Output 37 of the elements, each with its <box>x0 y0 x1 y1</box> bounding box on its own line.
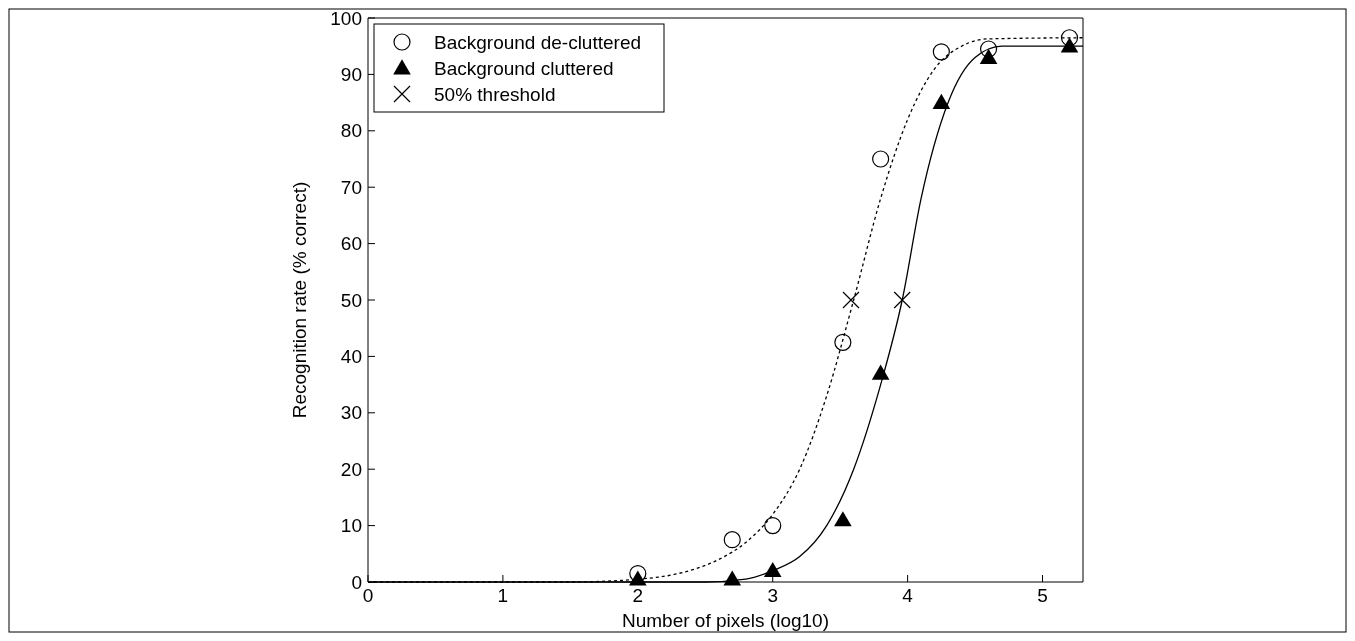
y-axis-title: Recognition rate (% correct) <box>289 181 310 419</box>
point <box>723 570 742 586</box>
x-tick-label: 3 <box>767 585 779 606</box>
point <box>629 570 647 586</box>
y-tick-label: 80 <box>340 120 362 142</box>
y-tick-label: 60 <box>340 233 362 255</box>
point <box>932 93 951 109</box>
point <box>842 291 860 309</box>
x-axis-title: Number of pixels (log10) <box>622 610 829 631</box>
point <box>893 291 911 309</box>
point <box>932 43 950 61</box>
legend-label: 50% threshold <box>434 83 556 105</box>
y-tick-label: 50 <box>340 289 362 311</box>
y-tick-label: 70 <box>340 176 362 198</box>
point <box>763 561 782 578</box>
point <box>979 40 998 58</box>
point <box>834 511 852 527</box>
y-tick-label: 20 <box>340 458 362 480</box>
legend-label: Background cluttered <box>434 57 614 79</box>
y-tick-label: 40 <box>340 346 362 368</box>
point <box>764 517 782 535</box>
point <box>1060 37 1079 53</box>
legend-label: Background de-cluttered <box>434 31 642 53</box>
y-tick-label: 100 <box>330 7 362 29</box>
x-tick-label: 1 <box>497 585 509 606</box>
y-tick-label: 90 <box>340 64 362 86</box>
point <box>834 333 852 351</box>
x-tick-label: 2 <box>632 585 644 606</box>
point <box>1060 29 1079 47</box>
y-tick-label: 30 <box>340 402 362 424</box>
x-tick-label: 5 <box>1037 585 1048 606</box>
point <box>979 48 998 64</box>
x-tick-label: 4 <box>902 585 914 606</box>
point <box>723 531 741 549</box>
point <box>871 364 890 380</box>
point <box>872 150 890 168</box>
y-tick-label: 10 <box>340 515 362 537</box>
